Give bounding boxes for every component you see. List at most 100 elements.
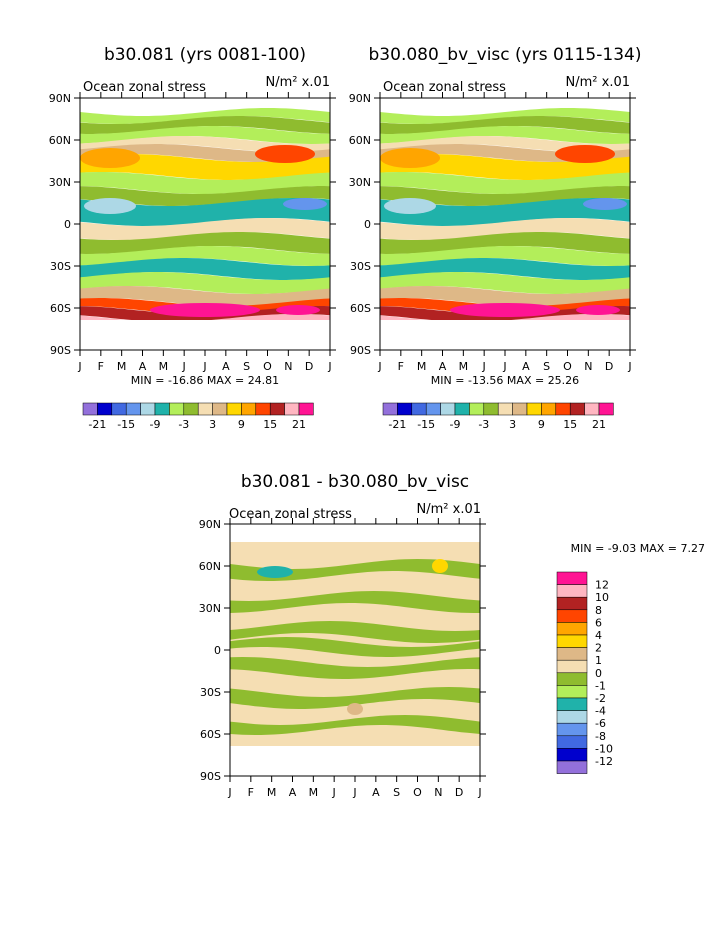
contour-blob [150, 303, 260, 317]
contour-blob [347, 703, 363, 715]
contour-band [380, 272, 630, 294]
colorbar-swatch [440, 402, 456, 416]
contour-band [380, 198, 630, 226]
panel-1-stats: MIN = -16.86 MAX = 24.81 [131, 374, 279, 387]
colorbar-swatch [397, 402, 413, 416]
panel-1-subtitle-right: N/m² x.01 [266, 75, 330, 90]
colorbar-swatch [512, 402, 528, 416]
y-tick-label: 60S [350, 302, 371, 315]
panel-1-colorbar: -21 -15 -9 -3 3 9 15 21 [82, 402, 314, 431]
contour-band [230, 621, 480, 643]
x-tick-label: J [182, 360, 186, 373]
colorbar-label: -9 [150, 418, 161, 431]
panel-2-subtitle-right: N/m² x.01 [566, 75, 630, 90]
x-tick-label: J [227, 786, 231, 799]
colorbar-swatch [111, 402, 127, 416]
colorbar-swatch [556, 685, 588, 699]
colorbar-swatch [526, 402, 542, 416]
colorbar-swatch [556, 748, 588, 762]
y-tick-label: 90S [350, 344, 371, 357]
colorbar-swatch [556, 722, 588, 737]
y-tick-label: 90N [349, 92, 371, 105]
panel-1-plot [80, 98, 330, 350]
contour-band [380, 286, 630, 306]
colorbar-label: -9 [450, 418, 461, 431]
colorbar-label: 9 [538, 418, 545, 431]
x-tick-label: M [309, 786, 319, 799]
x-tick-label: M [117, 360, 127, 373]
contour-band [80, 286, 330, 306]
x-tick-label: F [248, 786, 254, 799]
panel-1-y-axis: 90N 60N 30N 0 30S 60S 90S [49, 92, 336, 357]
colorbar-swatch [555, 402, 571, 416]
y-tick-label: 90S [200, 770, 221, 783]
panel-1-subtitle-left: Ocean zonal stress [83, 80, 206, 95]
colorbar-label: 10 [595, 591, 609, 604]
contour-blob [84, 198, 136, 214]
x-tick-label: A [222, 360, 230, 373]
x-tick-label: N [584, 360, 592, 373]
panel-2-plot [380, 98, 630, 350]
contour-band [230, 715, 480, 735]
x-tick-label: D [605, 360, 613, 373]
colorbar-swatch [556, 735, 588, 749]
contour-blob [255, 145, 315, 163]
colorbar-swatch [598, 402, 614, 416]
contour-blob [80, 148, 140, 168]
contour-band [230, 559, 480, 581]
contour-band [230, 657, 480, 679]
x-tick-label: N [284, 360, 292, 373]
colorbar-label: 3 [209, 418, 216, 431]
panel-3-title: b30.081 - b30.080_bv_visc [241, 472, 469, 492]
y-tick-label: 30S [350, 260, 371, 273]
y-tick-label: 60N [349, 134, 371, 147]
colorbar-label: 0 [595, 667, 602, 680]
colorbar-swatch [497, 402, 513, 416]
colorbar-swatch [556, 622, 588, 636]
contour-band [80, 116, 330, 134]
colorbar-swatch [556, 584, 588, 598]
contour-band [80, 126, 330, 144]
colorbar-swatch [556, 634, 588, 648]
colorbar-swatch [241, 402, 257, 416]
contour-blob [384, 198, 436, 214]
panel-1-title: b30.081 (yrs 0081-100) [104, 45, 306, 65]
colorbar-swatch [125, 402, 141, 416]
colorbar-label: 15 [563, 418, 577, 431]
x-tick-label: J [352, 786, 356, 799]
colorbar-swatch [569, 402, 585, 416]
x-tick-label: J [327, 360, 331, 373]
colorbar-swatch [556, 760, 588, 774]
y-tick-label: 30N [349, 176, 371, 189]
colorbar-label: -3 [478, 418, 489, 431]
x-tick-label: J [627, 360, 631, 373]
y-tick-label: 60N [49, 134, 71, 147]
y-tick-label: 90S [50, 344, 71, 357]
contour-band [380, 154, 630, 180]
colorbar-swatch [255, 402, 271, 416]
x-tick-label: O [413, 786, 422, 799]
contour-band [380, 258, 630, 280]
contour-blob [555, 145, 615, 163]
colorbar-swatch [483, 402, 499, 416]
x-tick-label: M [267, 786, 277, 799]
x-tick-label: F [398, 360, 404, 373]
x-tick-label: J [502, 360, 506, 373]
panel-3-y-axis: 90N 60N 30N 0 30S 60S 90S [199, 518, 486, 783]
y-tick-label: 60N [199, 560, 221, 573]
contour-blob [380, 148, 440, 168]
colorbar-swatch [284, 402, 300, 416]
colorbar-label: -12 [595, 755, 613, 768]
panel-2-colorbar: -21 -15 -9 -3 3 9 15 21 [382, 402, 614, 431]
colorbar-label: 3 [509, 418, 516, 431]
x-tick-label: A [439, 360, 447, 373]
colorbar-label: -4 [595, 705, 606, 718]
y-tick-label: 30N [199, 602, 221, 615]
y-tick-label: 60S [200, 728, 221, 741]
contour-band [380, 108, 630, 124]
colorbar-label: -15 [417, 418, 435, 431]
colorbar-swatch [82, 402, 98, 416]
contour-blob [583, 198, 627, 210]
land-mask [230, 746, 480, 776]
